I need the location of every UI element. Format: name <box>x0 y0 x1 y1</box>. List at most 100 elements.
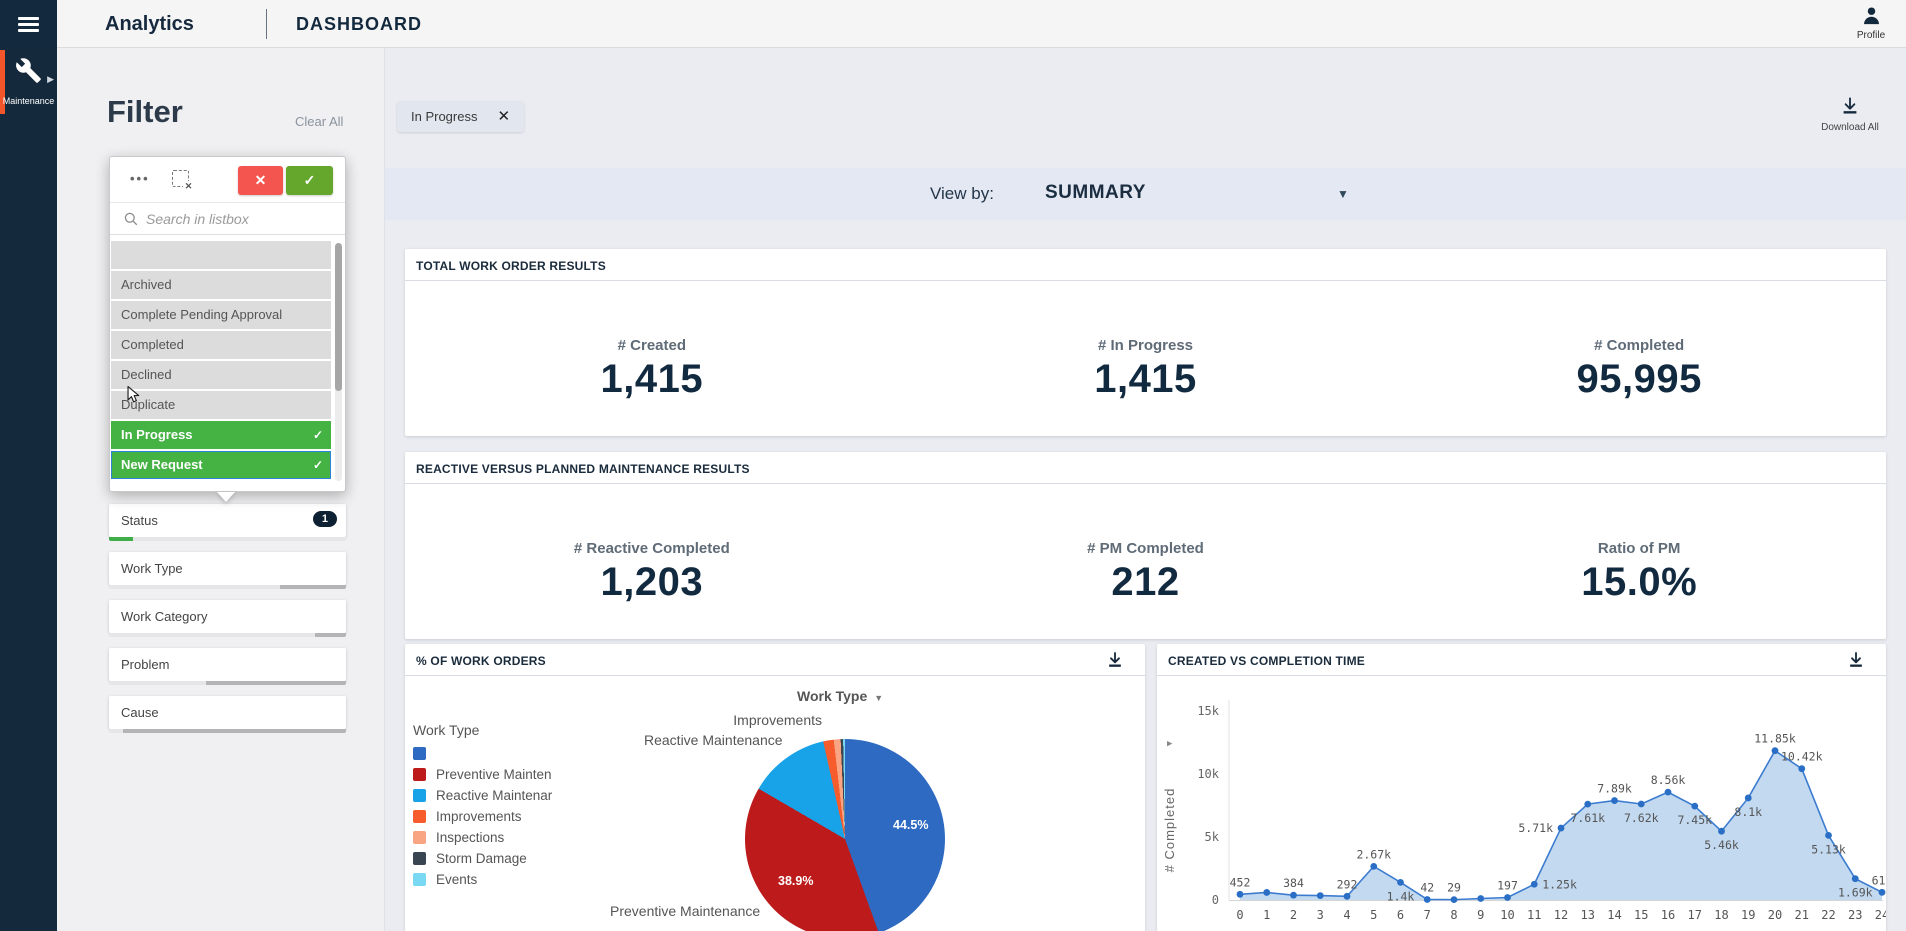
data-point[interactable] <box>1744 794 1752 802</box>
listbox-search-row <box>110 203 345 235</box>
legend-label: Inspections <box>436 830 505 846</box>
x-tick-label: 17 <box>1688 908 1702 922</box>
data-point[interactable] <box>1878 888 1886 896</box>
data-point[interactable] <box>1664 788 1672 796</box>
listbox-item[interactable]: Complete Pending Approval <box>111 301 331 329</box>
data-point[interactable] <box>1798 765 1806 773</box>
data-point[interactable] <box>1397 878 1404 886</box>
cancel-selection-button[interactable]: ✕ <box>238 166 283 195</box>
kpi-label: # Completed <box>1594 337 1685 354</box>
legend-swatch <box>413 789 426 803</box>
legend-item[interactable]: Storm Damage <box>413 850 552 871</box>
download-chart-button[interactable] <box>1846 649 1866 674</box>
data-point[interactable] <box>1370 862 1378 870</box>
card-title: REACTIVE VERSUS PLANNED MAINTENANCE RESU… <box>416 462 750 476</box>
axis-menu-arrow[interactable]: ▶ <box>1167 739 1173 749</box>
y-tick-label: 5k <box>1205 830 1220 844</box>
legend-item[interactable]: Inspections <box>413 829 552 850</box>
download-icon <box>1109 652 1121 667</box>
filter-field-work-type[interactable]: Work Type <box>109 552 346 585</box>
confirm-selection-button[interactable]: ✓ <box>286 166 333 195</box>
kpi-label: # PM Completed <box>1087 540 1204 557</box>
filter-field-label: Problem <box>121 657 170 672</box>
data-point[interactable] <box>1530 880 1538 888</box>
field-distribution-bar <box>109 729 346 733</box>
legend-item[interactable] <box>413 745 552 766</box>
data-point[interactable] <box>1504 894 1511 901</box>
clear-all-button[interactable]: Clear All <box>295 114 344 129</box>
data-point[interactable] <box>1771 747 1779 755</box>
legend-item[interactable]: Improvements <box>413 808 552 829</box>
sidebar-item-label: Maintenance <box>2 96 55 106</box>
filter-field-status[interactable]: Status 1 <box>109 504 346 537</box>
dimension-selector[interactable]: Work Type ▼ <box>797 688 884 704</box>
data-point[interactable] <box>1825 831 1832 839</box>
listbox-item[interactable]: New Request ✓ <box>111 451 331 479</box>
data-point[interactable] <box>1691 802 1699 810</box>
card-title: CREATED VS COMPLETION TIME <box>1168 654 1365 668</box>
top-bar: Analytics DASHBOARD Profile <box>0 0 1906 48</box>
x-tick-label: 23 <box>1848 908 1862 922</box>
data-point[interactable] <box>1263 889 1271 896</box>
data-point[interactable] <box>1851 875 1859 883</box>
legend-item[interactable]: Reactive Maintenar <box>413 787 552 808</box>
filter-field-problem[interactable]: Problem <box>109 648 346 681</box>
line-chart[interactable]: 0 5k 10k 15k 0 1 2 3 4 5 6 7 8 9 10 11 12 13 14 15 16 17 18 19 2… <box>1157 680 1892 931</box>
legend-label: Events <box>436 872 478 888</box>
clear-selection-icon[interactable]: ✕ <box>172 170 194 192</box>
filter-field-cause[interactable]: Cause <box>109 696 346 729</box>
filter-field-work-category[interactable]: Work Category <box>109 600 346 633</box>
data-point-label: 610 <box>1872 873 1886 887</box>
listbox-item[interactable]: Duplicate <box>111 391 331 419</box>
legend-item[interactable]: Preventive Mainten <box>413 766 552 787</box>
check-icon: ✓ <box>312 428 323 442</box>
active-indicator <box>0 50 5 114</box>
y-tick-label: 15k <box>1197 704 1219 718</box>
listbox-item[interactable] <box>111 241 331 269</box>
data-point-label: 2.67k <box>1356 847 1391 861</box>
data-point[interactable] <box>1290 891 1297 899</box>
data-point[interactable] <box>1423 896 1431 903</box>
chip-remove-icon[interactable]: ✕ <box>497 108 511 125</box>
profile-button[interactable]: Profile <box>1844 4 1898 41</box>
data-point[interactable] <box>1557 824 1565 832</box>
hamburger-icon <box>18 17 39 20</box>
data-point[interactable] <box>1584 800 1592 808</box>
data-point[interactable] <box>1343 892 1351 900</box>
legend-item[interactable]: Events <box>413 871 552 892</box>
scrollbar-thumb[interactable] <box>335 243 342 391</box>
listbox-item[interactable]: In Progress ✓ <box>111 421 331 449</box>
data-point[interactable] <box>1637 800 1645 808</box>
data-point-label: 5.13k <box>1811 842 1846 856</box>
more-options-icon[interactable]: ••• <box>130 171 150 186</box>
x-tick-label: 15 <box>1634 908 1648 922</box>
listbox-item[interactable]: Completed <box>111 331 331 359</box>
chevron-down-icon: ▼ <box>874 693 884 703</box>
filter-field-label: Status <box>121 513 158 528</box>
listbox-item-label: In Progress <box>121 427 193 442</box>
page-title: DASHBOARD <box>296 14 422 34</box>
data-point[interactable] <box>1477 895 1485 902</box>
data-point[interactable] <box>1718 827 1725 835</box>
data-point[interactable] <box>1316 892 1324 899</box>
download-chart-button[interactable] <box>1105 649 1125 674</box>
x-tick-label: 12 <box>1554 908 1568 922</box>
kpi-completed: # Completed 95,995 <box>1392 337 1886 402</box>
download-all-label: Download All <box>1821 122 1879 133</box>
view-by-select[interactable]: View by: SUMMARY ▼ <box>385 168 1906 220</box>
kpi-label: # Reactive Completed <box>573 540 730 557</box>
listbox-scrollbar[interactable] <box>335 243 342 481</box>
sidebar-item-maintenance[interactable]: ▶ Maintenance <box>0 48 57 120</box>
field-distribution-bar <box>109 633 346 637</box>
data-point[interactable] <box>1236 890 1244 898</box>
data-point[interactable] <box>1450 896 1458 904</box>
listbox-item[interactable]: Declined <box>111 361 331 389</box>
download-all-button[interactable]: Download All <box>1808 94 1892 133</box>
x-tick-label: 9 <box>1477 908 1484 922</box>
listbox-search-input[interactable] <box>146 206 336 232</box>
data-point[interactable] <box>1611 797 1618 804</box>
hamburger-menu-button[interactable] <box>0 0 57 48</box>
pie-chart[interactable] <box>745 739 945 931</box>
listbox-item[interactable]: Archived <box>111 271 331 299</box>
legend-swatch <box>413 831 426 845</box>
